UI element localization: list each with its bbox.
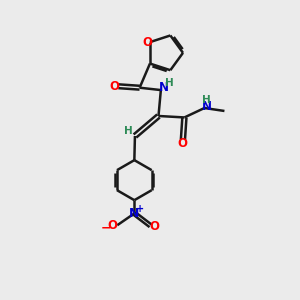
Text: H: H xyxy=(202,95,210,105)
Text: O: O xyxy=(108,219,118,232)
Text: N: N xyxy=(202,100,212,113)
Text: −: − xyxy=(101,222,111,235)
Text: N: N xyxy=(159,81,169,94)
Text: O: O xyxy=(178,137,188,150)
Text: N: N xyxy=(129,207,140,220)
Text: O: O xyxy=(142,36,153,49)
Text: O: O xyxy=(109,80,119,93)
Text: H: H xyxy=(165,78,173,88)
Text: +: + xyxy=(136,204,144,214)
Text: H: H xyxy=(124,126,133,136)
Text: O: O xyxy=(150,220,160,233)
